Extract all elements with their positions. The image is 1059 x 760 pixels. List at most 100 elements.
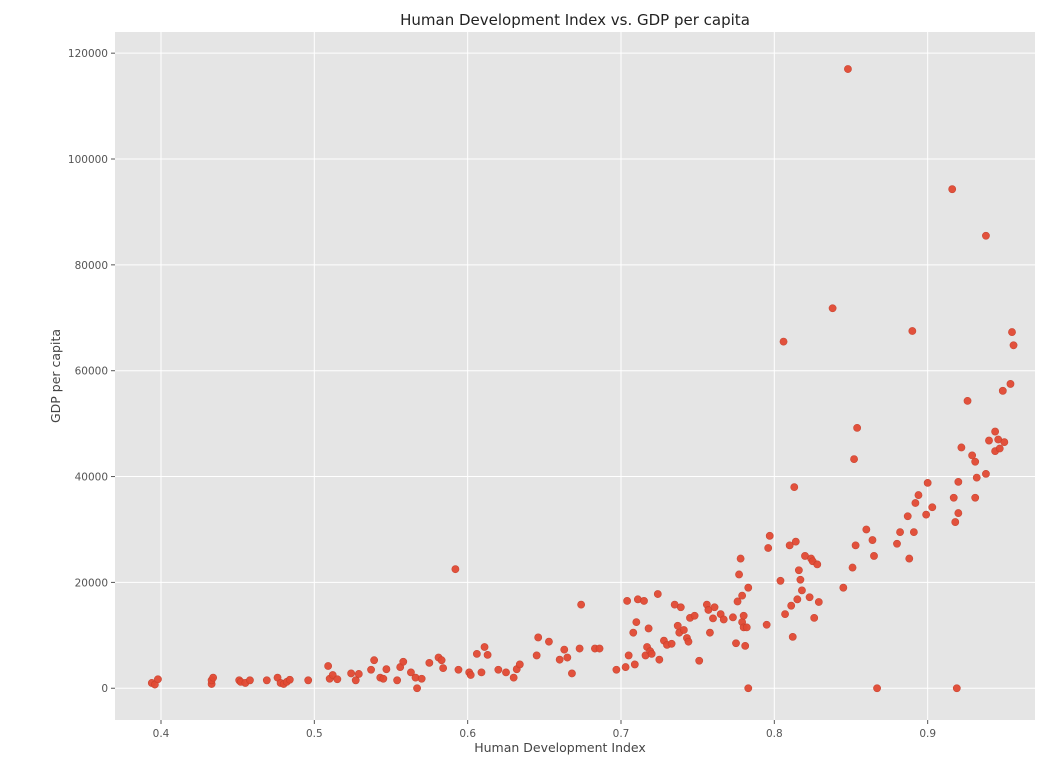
y-tick-label: 0 [101, 683, 108, 695]
data-point [640, 597, 648, 605]
data-point [623, 597, 632, 605]
data-point [733, 597, 742, 606]
data-points [147, 65, 1018, 693]
data-point [367, 665, 375, 674]
data-point [839, 583, 848, 592]
data-point [788, 633, 797, 641]
data-point [813, 560, 822, 569]
y-tick-label: 100000 [68, 154, 108, 166]
y-tick-label: 60000 [75, 366, 108, 378]
data-point [502, 668, 510, 677]
data-point [710, 603, 719, 612]
data-point [563, 653, 572, 662]
data-point [351, 676, 360, 685]
data-point [949, 493, 958, 502]
data-point [862, 525, 871, 534]
data-point [781, 610, 789, 619]
plot-area [115, 32, 1035, 720]
data-point [896, 528, 904, 537]
data-point [632, 618, 641, 626]
data-point [483, 651, 492, 659]
data-point [477, 668, 486, 677]
data-point [805, 593, 814, 602]
y-tick-label: 120000 [68, 48, 108, 60]
data-point [684, 637, 693, 646]
data-point [1008, 328, 1016, 336]
data-point [413, 684, 421, 693]
data-point [545, 637, 553, 646]
data-point [333, 675, 342, 684]
data-point [347, 669, 356, 678]
data-point [575, 644, 584, 653]
data-point [982, 470, 990, 478]
chart-title: Human Development Index vs. GDP per capi… [400, 11, 750, 29]
data-point [735, 570, 743, 579]
data-point [971, 457, 980, 466]
data-point [621, 663, 630, 671]
data-point [304, 676, 313, 685]
data-point [798, 586, 806, 595]
data-point [285, 675, 294, 684]
data-point [480, 643, 489, 651]
data-point [851, 541, 860, 550]
data-point [844, 65, 852, 73]
x-tick-label: 0.9 [919, 728, 936, 740]
data-point [417, 674, 426, 683]
data-point [393, 676, 402, 685]
data-point [719, 615, 728, 624]
data-point [679, 626, 688, 634]
x-tick-label: 0.6 [459, 728, 476, 740]
data-point [998, 386, 1007, 395]
data-point [612, 665, 621, 674]
data-point [982, 231, 990, 240]
data-point [629, 628, 638, 637]
data-point [764, 544, 773, 552]
data-point [810, 613, 819, 622]
data-point [1000, 438, 1009, 447]
x-tick-label: 0.8 [766, 728, 783, 740]
data-point [577, 600, 586, 609]
data-point [595, 644, 604, 653]
data-point [555, 655, 564, 664]
data-point [828, 304, 837, 313]
data-point [903, 512, 912, 521]
data-point [729, 613, 737, 622]
data-point [262, 676, 271, 685]
data-point [425, 658, 434, 667]
data-point [744, 684, 753, 693]
y-tick-label: 40000 [75, 472, 108, 484]
data-point [370, 656, 379, 665]
data-point [382, 665, 391, 674]
data-point [873, 684, 881, 693]
data-point [794, 566, 803, 575]
data-point [971, 493, 980, 502]
data-point [695, 656, 704, 665]
data-point [790, 483, 799, 492]
data-point [399, 657, 408, 666]
data-point [246, 676, 254, 685]
data-point [848, 563, 857, 572]
data-point [928, 503, 937, 512]
data-point [676, 603, 685, 612]
data-point [630, 660, 639, 669]
data-point [893, 539, 901, 548]
data-point [995, 444, 1004, 453]
data-point [963, 396, 972, 405]
data-point [738, 591, 747, 600]
data-point [814, 598, 823, 606]
data-point [787, 601, 796, 610]
data-point [732, 639, 740, 648]
data-point [706, 628, 714, 637]
data-point [644, 624, 653, 633]
data-point [791, 537, 800, 546]
data-point [741, 642, 750, 650]
data-point [779, 337, 788, 346]
x-tick-labels: 0.4 0.5 0.6 0.7 0.8 0.9 [153, 728, 936, 740]
data-point [951, 518, 960, 526]
data-point [796, 575, 805, 584]
data-point [765, 531, 774, 540]
x-tick-label: 0.7 [613, 728, 630, 740]
data-point [972, 473, 981, 482]
data-point [653, 590, 662, 598]
